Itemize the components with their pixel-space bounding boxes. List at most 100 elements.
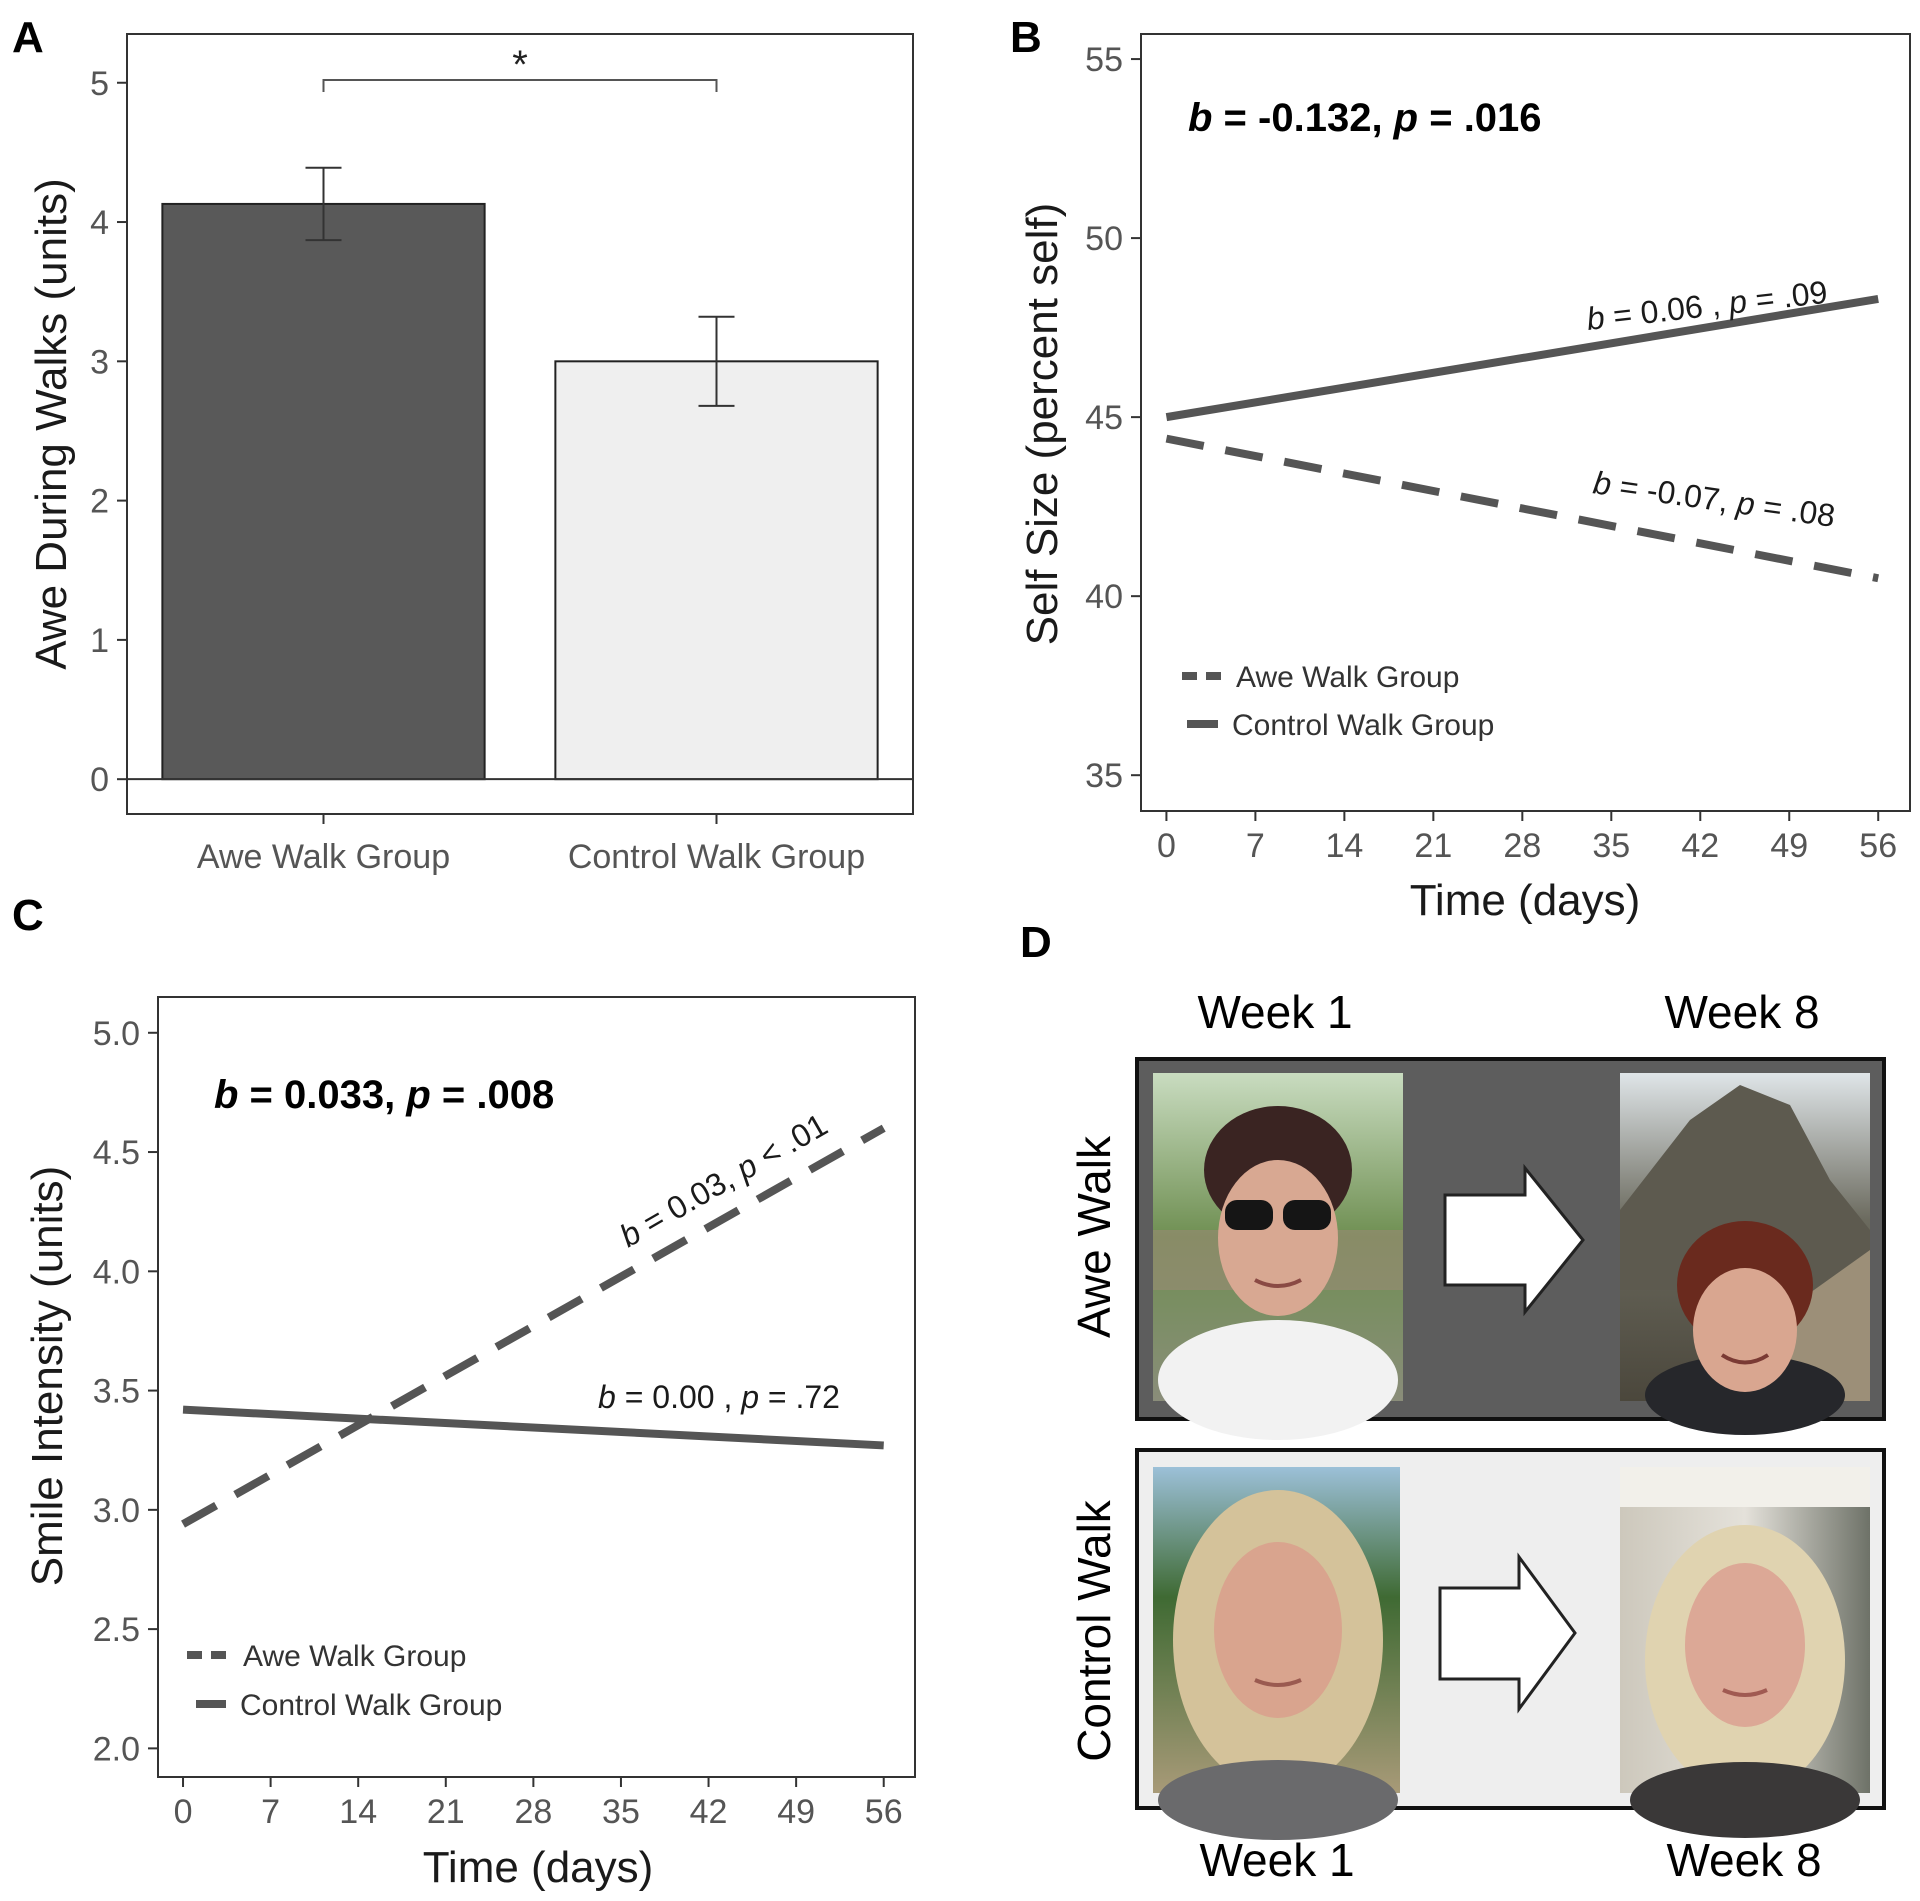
panel-c-stat-p: p: [405, 1073, 430, 1117]
y-tick-label: 55: [1085, 41, 1123, 79]
y-tick-label: 3.5: [93, 1373, 140, 1411]
panel-b-x-axis: 0 7 14 21 28 35 42 49 56: [1157, 811, 1897, 865]
y-tick-label: 1: [90, 622, 109, 660]
x-tick-label: 21: [1414, 827, 1452, 865]
awe-arrow-icon: [1443, 1163, 1585, 1317]
x-tick-label: 7: [261, 1793, 280, 1831]
label-p: p: [1726, 283, 1749, 321]
panel-a-y-axis: 0 1 2 3 4 5: [90, 65, 127, 799]
x-tick-label: 42: [1681, 827, 1719, 865]
panel-d: D Week 1 Week 8 Awe Walk: [1020, 918, 1886, 1886]
panel-c-plot-frame: [157, 996, 916, 1778]
y-tick-label: 35: [1085, 757, 1123, 795]
panel-c-y-axis: 2.0 2.5 3.0 3.5 4.0 4.5 5.0: [93, 1015, 158, 1768]
legend-control-walk: Control Walk Group: [240, 1689, 502, 1722]
bar-control-walk-group: [554, 360, 879, 781]
y-tick-label: 3.0: [93, 1492, 140, 1530]
label-b: b: [1591, 464, 1614, 502]
x-tick-label: 35: [602, 1793, 640, 1831]
x-tick-label: 28: [1503, 827, 1541, 865]
panel-b-y-label: Self Size (percent self): [1018, 203, 1067, 646]
y-tick-label: 45: [1085, 399, 1123, 437]
label-b: b: [1585, 299, 1607, 337]
x-tick-label: 56: [865, 1793, 903, 1831]
y-tick-label: 5.0: [93, 1015, 140, 1053]
panel-letter-c: C: [12, 891, 44, 940]
control-walk-row-label: Control Walk: [1068, 1499, 1120, 1762]
y-tick-label: 40: [1085, 578, 1123, 616]
panel-b-legend: Awe Walk Group Control Walk Group: [1182, 661, 1494, 742]
panel-a-bars: [161, 202, 879, 781]
panel-b-plot-frame: [1140, 33, 1911, 812]
awe-week8-photo: [1620, 1073, 1870, 1435]
panel-c: C 2.0 2.5 3.0 3.5 4.0 4.5 5.0 0 7 14 21 28 35 42 49 56…: [12, 891, 916, 1892]
x-tick-label: 35: [1592, 827, 1630, 865]
panel-a-x-axis: Awe Walk Group Control Walk Group: [197, 814, 865, 876]
panel-c-y-label: Smile Intensity (units): [23, 1166, 72, 1587]
control-week8-photo: [1620, 1467, 1870, 1838]
week-1-label-top: Week 1: [1197, 986, 1352, 1038]
control-week1-photo: [1153, 1467, 1400, 1840]
x-tick-label: 49: [777, 1793, 815, 1831]
panel-b-y-axis: 35 40 45 50 55: [1085, 41, 1141, 795]
series-line-control-walk-group: [1165, 295, 1879, 422]
panel-letter-a: A: [12, 13, 44, 62]
panel-c-lines: [181, 1124, 886, 1528]
panel-c-stat-text: = 0.033,: [238, 1073, 406, 1117]
panel-b-stat: b = -0.132, p = .016: [1188, 96, 1542, 140]
panel-a-error-bars: [305, 166, 735, 407]
x-tick-label: 0: [174, 1793, 193, 1831]
panel-b: B 35 40 45 50 55 0 7 14 21 28 35 42 49 56 b = -0.132…: [1010, 13, 1911, 925]
significance-bracket: [322, 79, 718, 92]
week-8-label-top: Week 8: [1664, 986, 1819, 1038]
y-tick-label: 2.5: [93, 1611, 140, 1649]
panel-c-x-label: Time (days): [423, 1843, 654, 1892]
panel-c-stat: b = 0.033, p = .008: [214, 1073, 554, 1117]
series-line-awe-walk-group: [1165, 434, 1879, 583]
x-tick-label: 49: [1770, 827, 1808, 865]
label-value: = .72: [759, 1379, 840, 1415]
label-p: p: [1734, 484, 1758, 522]
y-tick-label: 5: [90, 65, 109, 103]
y-tick-label: 4: [90, 204, 109, 242]
panel-b-stat-b: b: [1188, 96, 1212, 140]
panel-b-lines: [1165, 295, 1879, 583]
panel-b-x-label: Time (days): [1410, 876, 1641, 925]
panel-letter-d: D: [1020, 918, 1052, 967]
awe-walk-row-label: Awe Walk: [1068, 1135, 1120, 1338]
legend-control-walk: Control Walk Group: [1232, 709, 1494, 742]
x-tick-label: 0: [1157, 827, 1176, 865]
panel-letter-b: B: [1010, 13, 1042, 62]
legend-awe-walk: Awe Walk Group: [243, 1640, 466, 1673]
panel-a-y-label: Awe During Walks (units): [27, 178, 76, 669]
week-1-label-bottom: Week 1: [1199, 1834, 1354, 1886]
y-tick-label: 4.0: [93, 1253, 140, 1291]
x-tick-label: 21: [427, 1793, 465, 1831]
x-tick-label: 42: [690, 1793, 728, 1831]
panel-c-stat-b: b: [214, 1073, 238, 1117]
panel-c-legend: Awe Walk Group Control Walk Group: [187, 1640, 502, 1722]
x-tick-label: 14: [1325, 827, 1363, 865]
label-mid: = 0.00 ,: [616, 1379, 741, 1415]
x-category-label: Control Walk Group: [568, 838, 865, 876]
x-category-label: Awe Walk Group: [197, 838, 450, 876]
x-tick-label: 56: [1859, 827, 1897, 865]
y-tick-label: 2: [90, 483, 109, 521]
y-tick-label: 2.0: [93, 1730, 140, 1768]
series-line-awe-walk-group: [181, 1124, 886, 1528]
label-p: p: [740, 1379, 759, 1415]
panel-a: A 0 1 2 3 4 5 Awe Walk Group Control Walk Grou…: [12, 13, 914, 876]
x-tick-label: 7: [1246, 827, 1265, 865]
panel-b-stat-value: = .016: [1418, 96, 1541, 140]
panel-c-x-axis: 0 7 14 21 28 35 42 49 56: [174, 1777, 903, 1831]
y-tick-label: 3: [90, 343, 109, 381]
label-b: b: [598, 1379, 616, 1415]
awe-week1-photo: [1153, 1073, 1403, 1440]
x-tick-label: 28: [514, 1793, 552, 1831]
series-line-control-walk-group: [182, 1405, 884, 1450]
x-tick-label: 14: [339, 1793, 377, 1831]
week-8-label-bottom: Week 8: [1666, 1834, 1821, 1886]
legend-awe-walk: Awe Walk Group: [1236, 661, 1459, 694]
bar-awe-walk-group: [161, 202, 486, 781]
